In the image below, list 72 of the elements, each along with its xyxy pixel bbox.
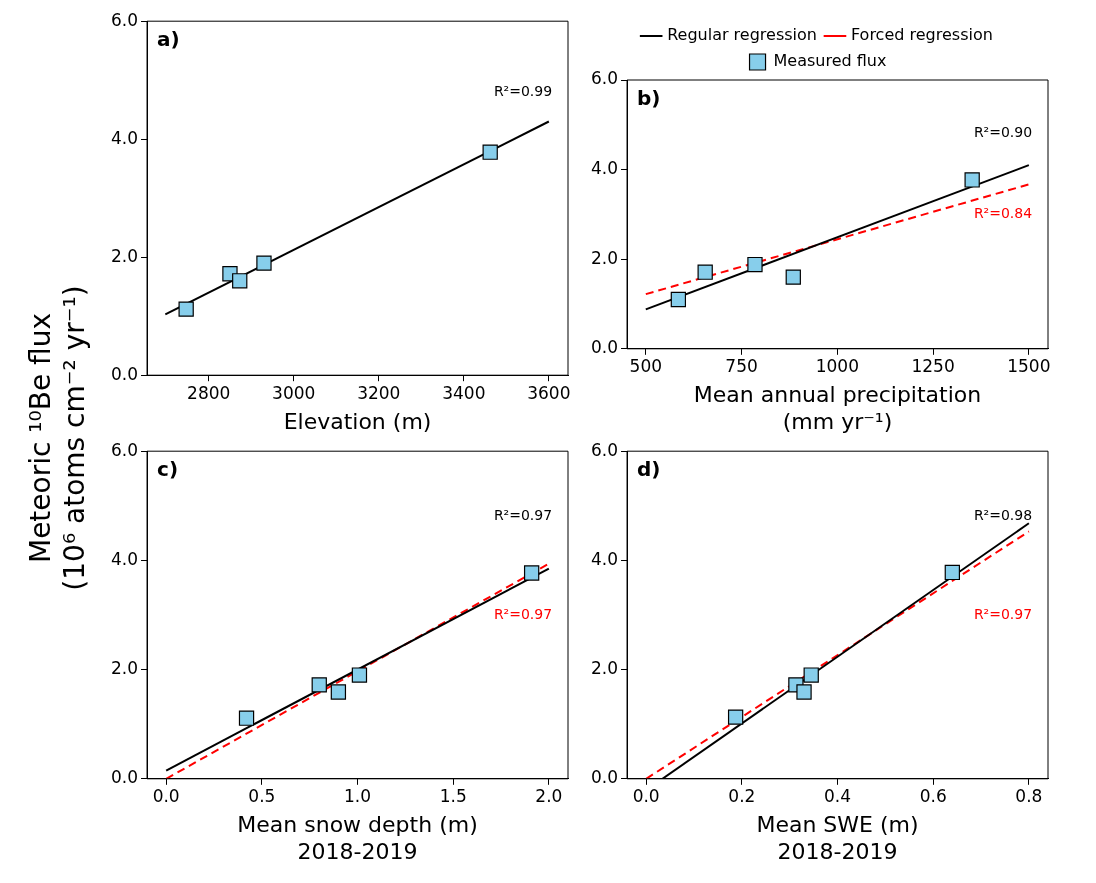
point xyxy=(747,256,763,273)
y-tick-label: 6.0 xyxy=(590,439,619,460)
point xyxy=(351,667,368,683)
x-tick-label: 0.6 xyxy=(919,786,947,807)
x-tick-label: 3200 xyxy=(357,382,401,403)
point xyxy=(238,710,255,726)
x-tick-label: 0.2 xyxy=(728,786,756,807)
point xyxy=(944,564,960,581)
point xyxy=(311,677,327,693)
x-tick-label: 3000 xyxy=(272,382,316,403)
y-tick-label: 4.0 xyxy=(590,548,619,569)
point xyxy=(232,273,248,289)
y-tick-label: 2.0 xyxy=(590,247,619,268)
x-tick-label: 0.0 xyxy=(152,786,180,807)
point xyxy=(482,144,498,160)
y-tick-label: 4.0 xyxy=(590,158,619,179)
y-tick-label: 0.0 xyxy=(110,767,139,788)
point xyxy=(670,291,687,308)
point xyxy=(697,264,713,280)
x-tick-label: 1.0 xyxy=(343,786,372,807)
annotation: R²=0.97 xyxy=(493,507,553,524)
point xyxy=(796,684,812,700)
point xyxy=(256,255,272,271)
y-tick-label: 4.0 xyxy=(110,127,139,148)
legend-label: Regular regression xyxy=(667,25,817,45)
x-tick-label: 1250 xyxy=(911,356,955,377)
x-tick-label: 1500 xyxy=(1007,356,1051,377)
x-axis-title: Elevation (m) xyxy=(283,408,432,434)
x-tick-label: 3400 xyxy=(442,382,486,403)
point xyxy=(964,172,980,188)
point xyxy=(178,301,194,317)
legend-label: Measured flux xyxy=(773,51,887,71)
x-tick-label: 2800 xyxy=(187,382,231,403)
chart-title: c) xyxy=(157,457,179,482)
point xyxy=(523,565,540,581)
x-tick-label: 750 xyxy=(725,356,758,377)
chart-title: b) xyxy=(637,86,661,111)
x-tick-label: 0.5 xyxy=(248,786,276,807)
x-tick-label: 1000 xyxy=(815,356,859,377)
point xyxy=(330,684,347,700)
y-tick-label: 2.0 xyxy=(590,658,619,679)
chart-title: d) xyxy=(637,457,661,482)
x-axis-title: Mean snow depth (m) 2018-2019 xyxy=(237,812,478,864)
y-axis-title: Meteoric ¹⁰Be flux (10⁶ atoms cm⁻² yr⁻¹) xyxy=(24,285,92,591)
point xyxy=(727,709,744,725)
y-tick-label: 0.0 xyxy=(590,337,619,358)
x-axis-title: Mean annual precipitation (mm yr⁻¹) xyxy=(693,382,982,434)
x-tick-label: 0.0 xyxy=(632,786,660,807)
annotation: R²=0.90 xyxy=(973,124,1033,141)
y-tick-label: 6.0 xyxy=(110,439,139,460)
annotation: R²=0.84 xyxy=(973,205,1033,222)
annotation: R²=0.97 xyxy=(493,605,553,622)
y-tick-label: 4.0 xyxy=(110,548,139,569)
x-tick-label: 0.8 xyxy=(1015,786,1043,807)
annotation: R²=0.97 xyxy=(973,605,1033,622)
y-tick-label: 6.0 xyxy=(110,9,139,30)
x-tick-label: 500 xyxy=(629,356,663,377)
x-tick-label: 2.0 xyxy=(535,786,563,807)
x-tick-label: 1.5 xyxy=(439,786,467,807)
chart-title: a) xyxy=(157,27,180,52)
annotation: R²=0.99 xyxy=(493,82,553,99)
legend-label: Forced regression xyxy=(850,25,993,45)
x-tick-label: 0.4 xyxy=(823,786,852,807)
y-tick-label: 2.0 xyxy=(110,658,139,679)
point xyxy=(803,667,819,683)
y-tick-label: 0.0 xyxy=(590,767,619,788)
y-tick-label: 6.0 xyxy=(590,68,619,89)
point xyxy=(785,269,801,285)
annotation: R²=0.98 xyxy=(973,507,1033,524)
x-axis-title: Mean SWE (m) 2018-2019 xyxy=(756,812,919,864)
y-tick-label: 2.0 xyxy=(110,245,139,266)
x-tick-label: 3600 xyxy=(527,382,571,403)
